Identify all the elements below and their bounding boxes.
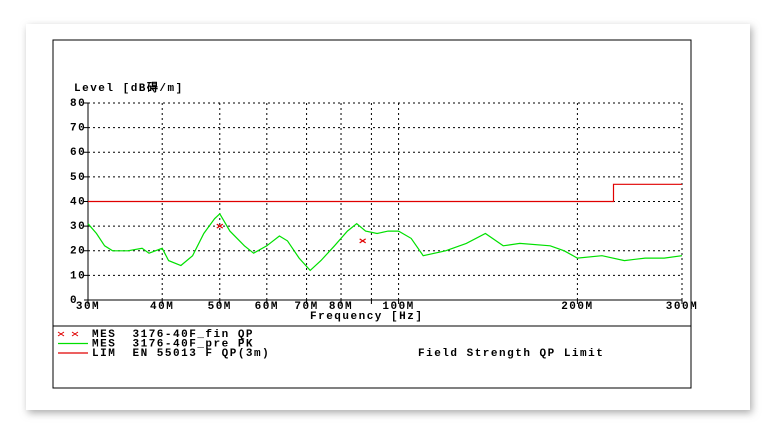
chart-frame	[52, 39, 692, 389]
y-tick-label: 60	[70, 147, 86, 159]
data-point	[359, 238, 366, 244]
data-point	[216, 223, 224, 229]
legend-label: MES 3176-40F_fin QP	[92, 329, 254, 341]
data-line	[88, 183, 682, 203]
document-page	[26, 24, 750, 410]
x-axis-label: Frequency [Hz]	[310, 311, 423, 323]
y-tick-label: 50	[70, 172, 86, 184]
x-tick-label: 80M	[329, 301, 353, 313]
y-tick-label: 40	[70, 196, 86, 208]
y-tick-label: 0	[70, 295, 78, 307]
x-tick-label: 60M	[255, 301, 279, 313]
legend-label: MES 3176-40F_pre PK	[92, 338, 254, 350]
y-tick-label: 10	[70, 270, 86, 282]
x-tick-label: 50M	[208, 301, 232, 313]
y-tick-label: 70	[70, 123, 86, 135]
y-tick-label: 80	[70, 98, 86, 110]
x-tick-label: 30M	[76, 301, 100, 313]
x-tick-label: 200M	[561, 301, 593, 313]
x-tick-label: 70M	[294, 301, 318, 313]
legend-label: LIM EN 55013 F QP(3m)	[92, 348, 270, 360]
y-tick-label: 20	[70, 246, 86, 258]
y-tick-label: 30	[70, 221, 86, 233]
legend-description: Field Strength QP Limit	[418, 348, 604, 360]
plot: 0 10 20 30 40 50 60 70 80 30M 40M 50M 60M 70M 80M 100M 2…	[57, 98, 698, 360]
y-axis-label: Level [dB碍/m]	[74, 81, 184, 95]
data-line	[87, 212, 683, 272]
legend-swatch	[57, 331, 79, 337]
x-tick-label: 300M	[666, 301, 698, 313]
x-tick-label: 40M	[150, 301, 174, 313]
x-tick-label: 100M	[382, 301, 414, 313]
